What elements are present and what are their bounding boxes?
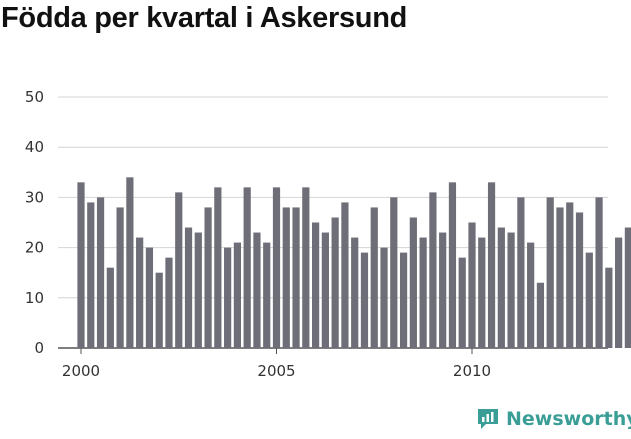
bar [605, 267, 613, 348]
bar [507, 232, 515, 348]
bar [497, 227, 505, 348]
bar [204, 207, 212, 348]
bar [106, 267, 114, 348]
bar [155, 272, 163, 348]
bar [419, 237, 427, 348]
bar [312, 222, 320, 348]
newsworthy-logo-icon [478, 409, 498, 429]
bar [302, 187, 310, 348]
bar [478, 237, 486, 348]
x-axis-ticks: 200020052010201520202025 [62, 348, 491, 380]
bar [536, 282, 545, 348]
bar [468, 222, 476, 348]
bar [233, 242, 241, 348]
bar [370, 207, 378, 348]
bar [165, 257, 173, 348]
bar [546, 197, 554, 348]
bar [615, 237, 623, 348]
bar [96, 197, 105, 348]
bar [184, 227, 193, 348]
bar [399, 252, 408, 348]
bar [556, 207, 564, 348]
bar [136, 237, 144, 348]
y-tick-label: 30 [25, 188, 44, 206]
x-tick-label: 2010 [453, 362, 491, 380]
bar [439, 232, 447, 348]
brand-logo: Newsworthy [476, 407, 631, 431]
bar [282, 207, 290, 348]
bar [458, 257, 466, 348]
y-tick-label: 20 [25, 239, 44, 257]
bar [145, 247, 154, 348]
bar [360, 252, 369, 348]
bar [595, 197, 603, 348]
y-tick-label: 10 [25, 289, 44, 307]
x-tick-label: 2000 [62, 362, 100, 380]
bar [116, 207, 124, 348]
bar [321, 232, 329, 348]
bar [341, 202, 349, 348]
y-tick-label: 50 [25, 88, 44, 106]
bar [575, 212, 584, 348]
bar [380, 247, 388, 348]
bar [566, 202, 574, 348]
bars [77, 177, 631, 348]
bar [409, 217, 417, 348]
x-tick-label: 2005 [257, 362, 295, 380]
chart-title: Födda per kvartal i Askersund [1, 2, 408, 34]
bar [527, 242, 535, 348]
bar [517, 197, 525, 348]
bar [263, 242, 271, 348]
bar [272, 187, 281, 348]
bar [292, 207, 300, 348]
bar [487, 182, 496, 348]
bar [624, 227, 631, 348]
bar [243, 187, 251, 348]
bar [331, 217, 339, 348]
bar [448, 182, 457, 348]
bar [351, 237, 359, 348]
bar [175, 192, 183, 348]
bar [87, 202, 95, 348]
y-tick-label: 40 [25, 138, 44, 156]
bar [126, 177, 134, 348]
bar [429, 192, 437, 348]
y-axis-ticks: 0 10 20 30 40 50 [25, 88, 44, 357]
brand-name: Newsworthy [506, 408, 631, 430]
bar [253, 232, 261, 348]
y-tick-label: 0 [34, 339, 44, 357]
bar [77, 182, 85, 348]
bar [585, 252, 593, 348]
bar [194, 232, 202, 348]
bar [214, 187, 222, 348]
bar [224, 247, 232, 348]
bar [390, 197, 398, 348]
